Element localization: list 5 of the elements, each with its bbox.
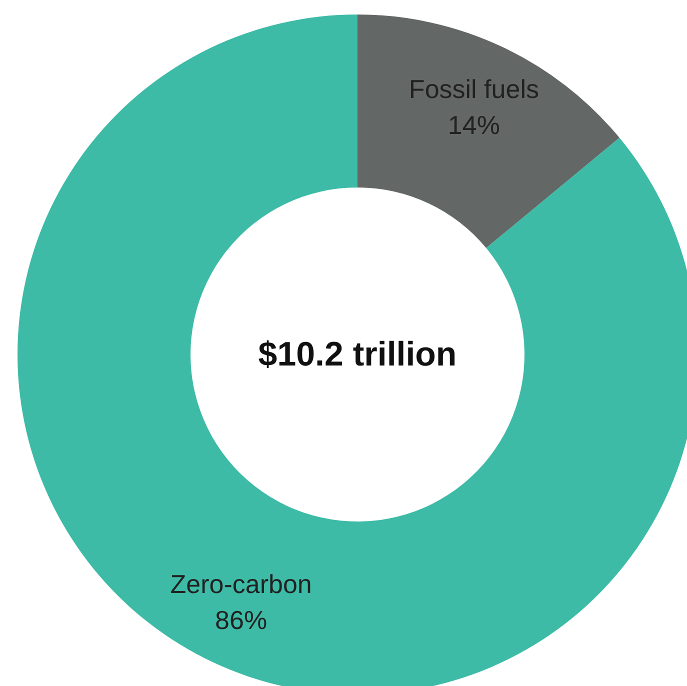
data-label: 86% [215,604,268,635]
slice-label: Zero-carbon [170,568,312,599]
slice-label: Fossil fuels [408,74,539,104]
text: $10.2 trillion [258,336,457,374]
data-label: 14% [448,110,500,140]
